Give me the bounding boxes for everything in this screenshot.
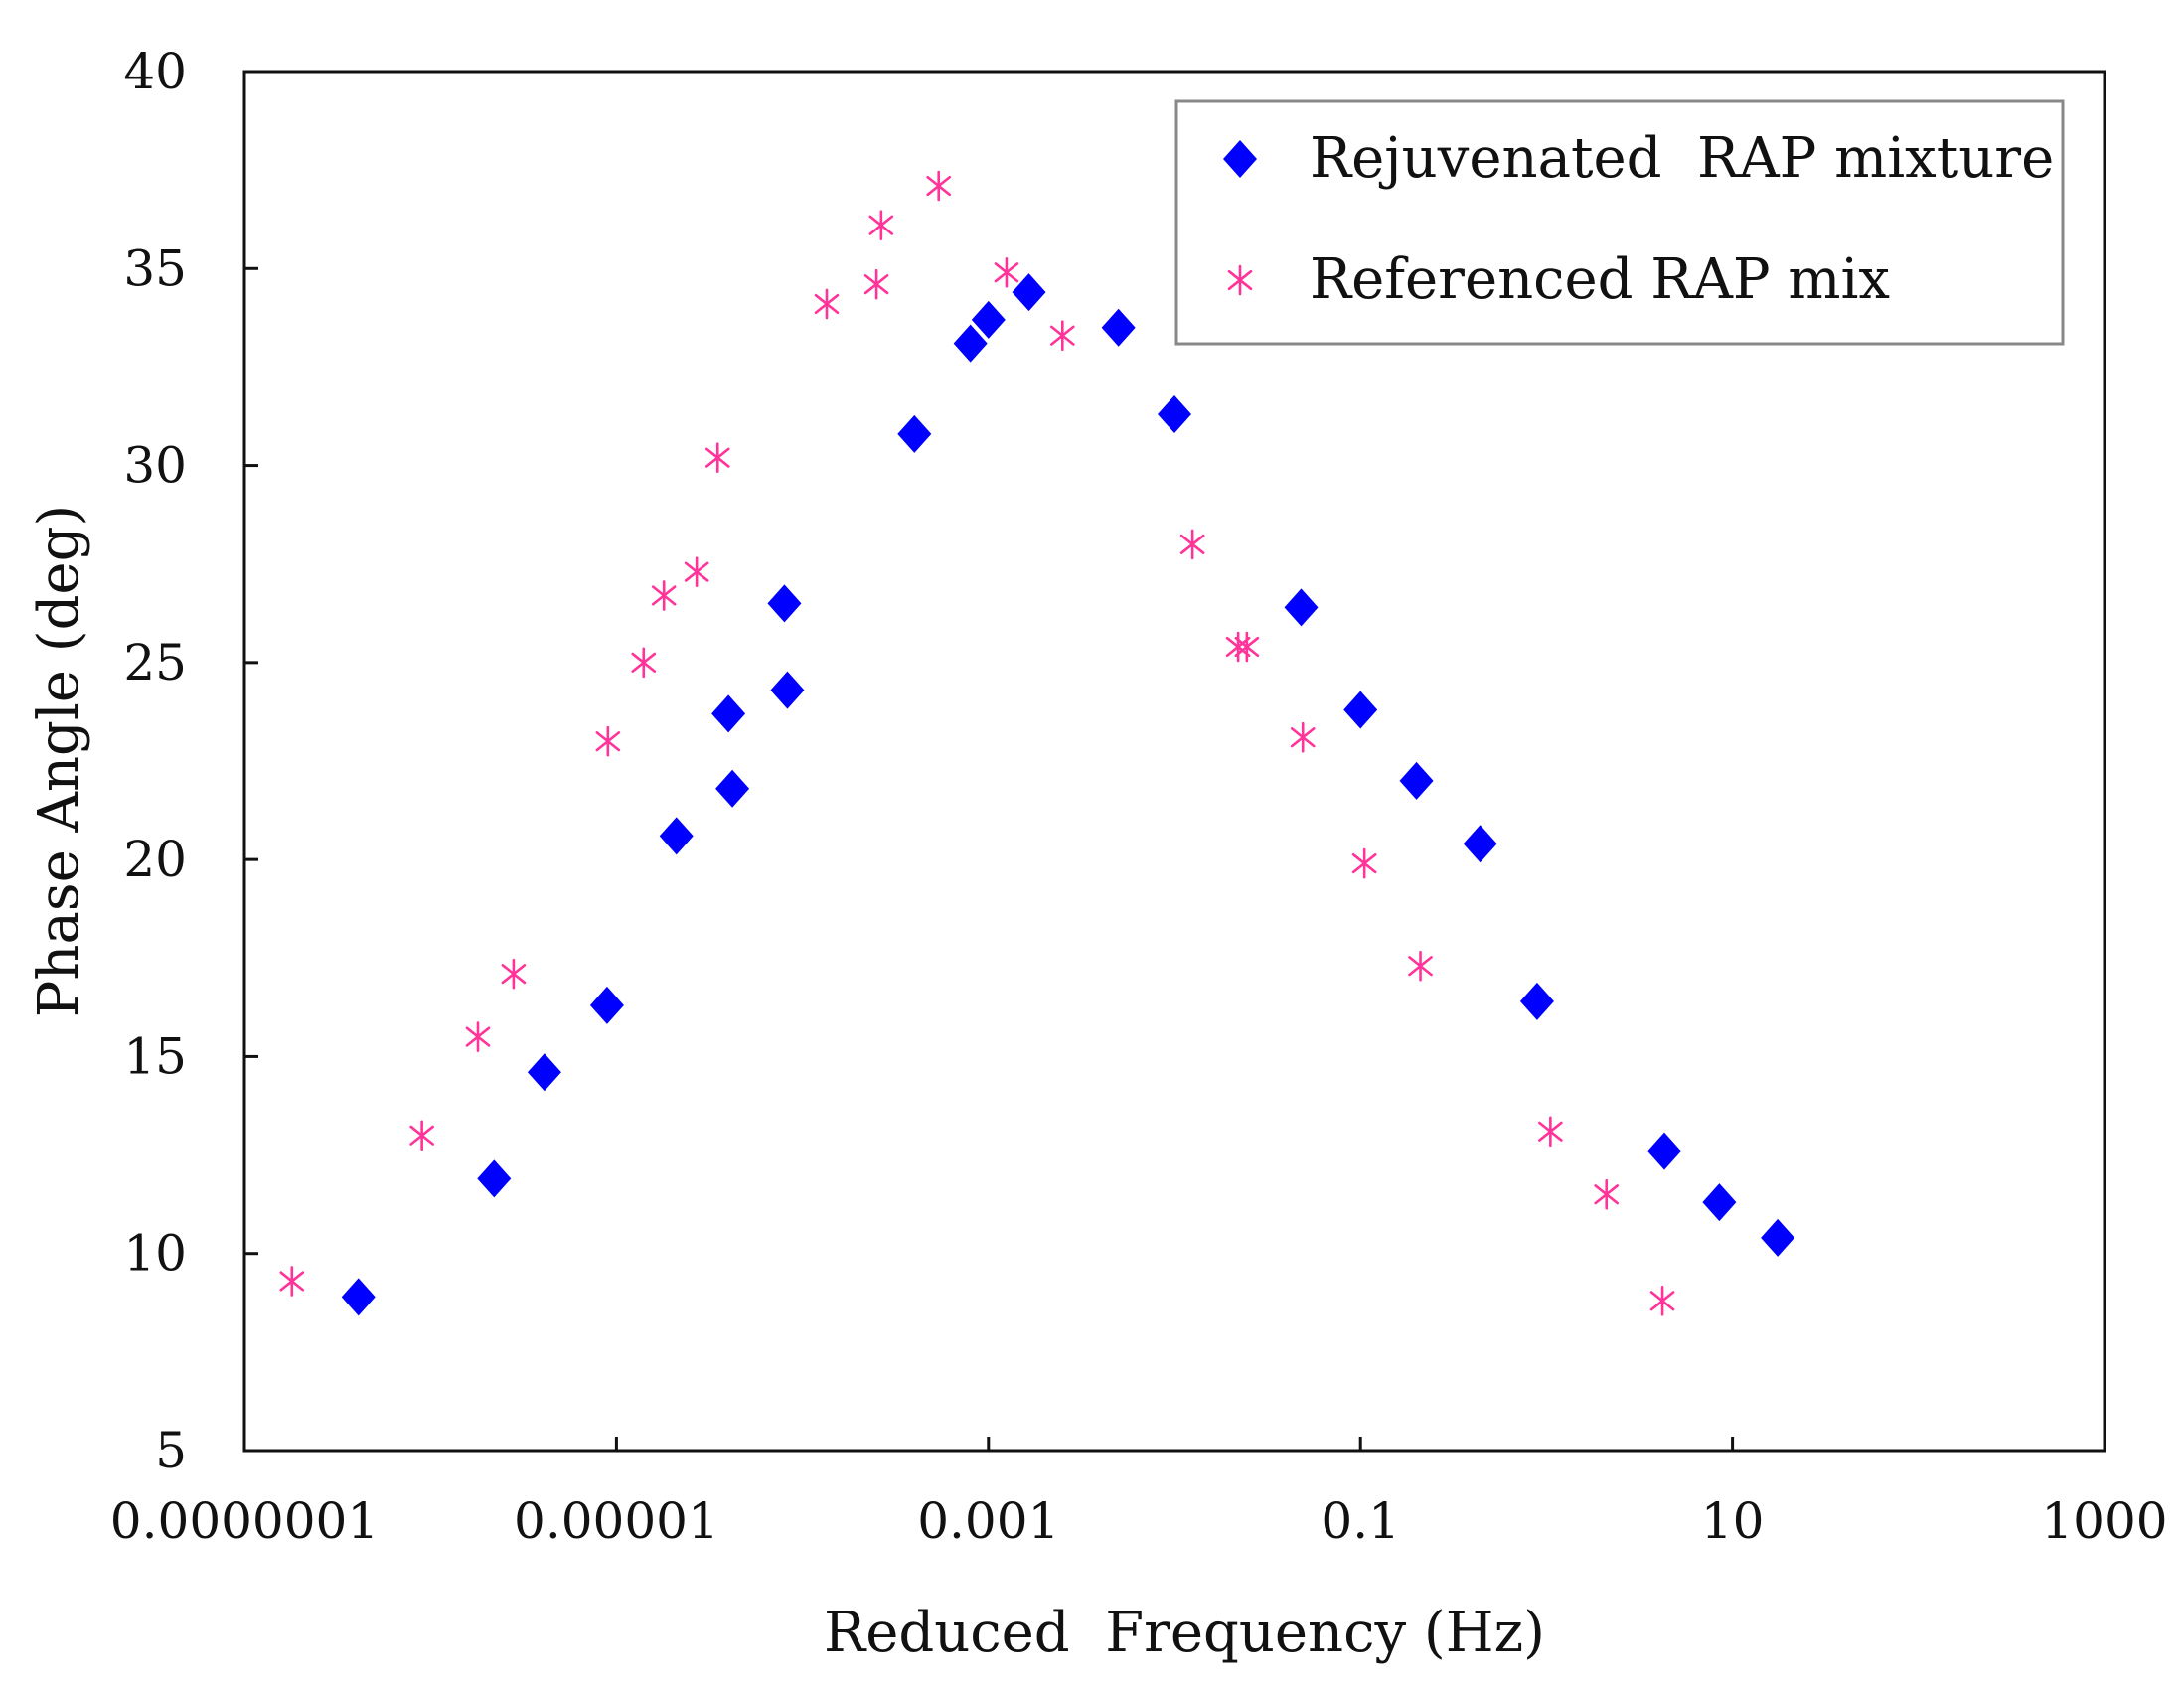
data-point [1012, 273, 1046, 312]
data-point [651, 580, 677, 611]
data-point [1594, 1178, 1620, 1210]
y-tick-label: 20 [123, 831, 187, 888]
y-tick-label: 25 [123, 634, 187, 691]
x-tick-label: 0.00001 [514, 1492, 719, 1550]
plot-area [242, 70, 2106, 1453]
data-point [341, 1278, 376, 1316]
data-point [1399, 761, 1434, 800]
data-point [1101, 308, 1136, 347]
data-point [704, 442, 730, 473]
legend: Rejuvenated RAP mixture Referenced RAP m… [1174, 99, 2065, 346]
data-point [1343, 691, 1378, 729]
data-point [465, 1021, 491, 1052]
data-point [659, 817, 694, 855]
data-point [814, 288, 840, 320]
series-referenced [279, 170, 1675, 1316]
plot-frame [242, 70, 2106, 1453]
data-point [1179, 529, 1205, 560]
data-point [1290, 721, 1316, 753]
data-point [715, 769, 750, 808]
data-point [863, 268, 889, 300]
y-axis-title: Phase Angle (deg) [27, 505, 91, 1018]
data-point [926, 170, 952, 202]
data-point [1463, 825, 1497, 863]
legend-frame [1174, 99, 2065, 346]
y-tick-label: 40 [123, 43, 187, 100]
data-point [1351, 847, 1377, 879]
data-point [1284, 588, 1319, 627]
x-axis-title: Reduced Frequency (Hz) [824, 1601, 1545, 1665]
legend-marker-referenced [1227, 264, 1253, 296]
y-tick-label: 30 [123, 437, 187, 495]
x-axis: 0.0000001 0.00001 0.001 0.1 10 1000 [110, 1437, 2168, 1550]
x-tick-label: 0.001 [917, 1492, 1059, 1550]
data-point [501, 958, 527, 990]
x-tick-label: 1000 [2041, 1492, 2167, 1550]
data-point [1225, 631, 1251, 663]
data-point [684, 556, 709, 587]
data-point [1761, 1218, 1795, 1257]
data-point [994, 256, 1019, 288]
y-tick-label: 10 [123, 1225, 187, 1283]
legend-diamond-icon [1223, 140, 1257, 178]
x-tick-label: 0.1 [1321, 1492, 1400, 1550]
y-tick-label: 15 [123, 1027, 187, 1085]
legend-marker-rejuvenated [1223, 140, 1257, 178]
data-point [953, 324, 988, 363]
data-markers [279, 170, 1795, 1316]
data-point [1519, 982, 1554, 1020]
y-axis: 5 10 15 20 25 30 35 40 [123, 43, 258, 1479]
data-point [711, 694, 746, 733]
legend-label-referenced: Referenced RAP mix [1310, 247, 1890, 312]
data-point [1649, 1286, 1675, 1316]
x-tick-label: 10 [1701, 1492, 1765, 1550]
y-tick-label: 35 [123, 239, 187, 297]
series-rejuvenated [341, 273, 1795, 1316]
data-point [279, 1266, 305, 1297]
data-point [1538, 1116, 1563, 1148]
legend-asterisk-icon [1227, 264, 1253, 296]
data-point [1049, 320, 1075, 352]
data-point [767, 584, 802, 623]
data-point [1234, 631, 1260, 663]
data-point [971, 300, 1006, 339]
data-point [595, 725, 621, 757]
data-point [589, 986, 624, 1024]
data-point [1158, 395, 1191, 434]
data-point [631, 647, 657, 679]
data-point [477, 1159, 512, 1198]
data-point [1646, 1132, 1681, 1170]
data-point [1702, 1183, 1737, 1222]
y-tick-label: 5 [155, 1422, 187, 1479]
data-point [527, 1053, 561, 1092]
x-tick-label: 0.0000001 [110, 1492, 379, 1550]
legend-label-rejuvenated: Rejuvenated RAP mixture [1310, 126, 2054, 191]
data-point [868, 210, 894, 240]
data-point [1408, 950, 1433, 982]
data-point [770, 671, 805, 709]
data-point [409, 1120, 434, 1151]
data-point [897, 414, 932, 453]
